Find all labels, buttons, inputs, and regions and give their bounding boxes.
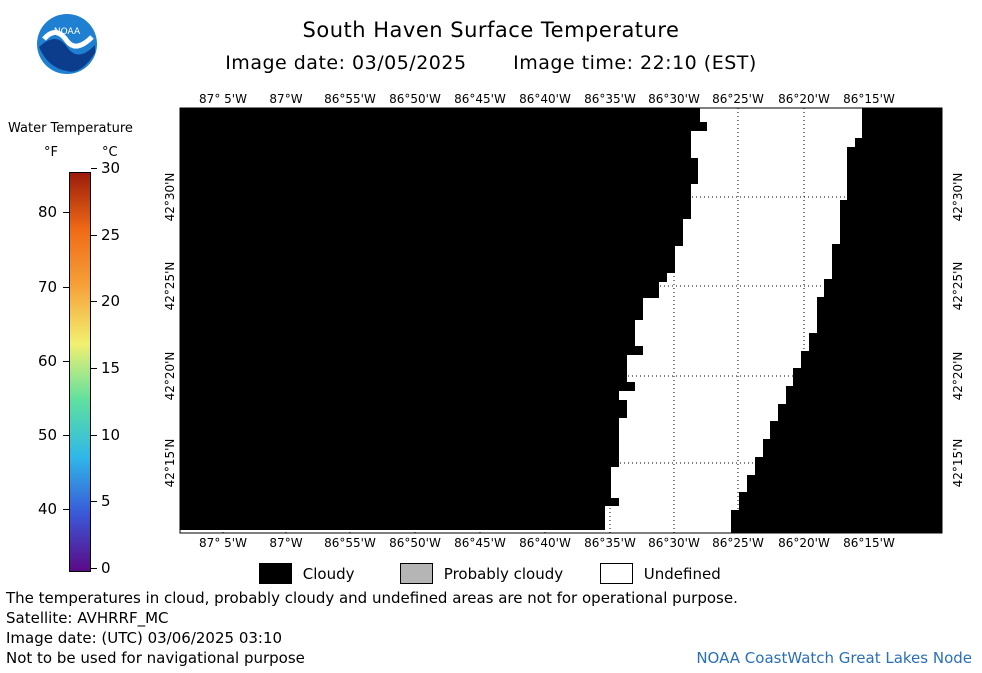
lat-label-right: 42°15'N xyxy=(951,439,965,488)
lon-label-top: 86°20'W xyxy=(778,92,830,106)
lat-label-left: 42°20'N xyxy=(163,352,177,401)
f-tick-40-mark xyxy=(63,508,69,510)
utc-date-text: Image date: (UTC) 03/06/2025 03:10 xyxy=(6,629,283,647)
f-tick-70: 70 xyxy=(38,277,58,296)
c-tick-0: 0 xyxy=(101,559,111,577)
lon-label-top: 86°45'W xyxy=(454,92,506,106)
lon-label-top: 87° 5'W xyxy=(199,92,247,106)
f-tick-40: 40 xyxy=(38,499,58,518)
c-tick-0-mark xyxy=(91,568,97,569)
temperature-map: South Haven 87° 5'W 87°W 86°55'W 86°50'W 86°… xyxy=(163,92,965,550)
c-tick-30-mark xyxy=(91,168,97,169)
legend-cloudy: Cloudy xyxy=(259,563,355,584)
lon-label-top: 86°15'W xyxy=(843,92,895,106)
legend-undefined: Undefined xyxy=(600,563,721,584)
satellite-text: Satellite: AVHRRF_MC xyxy=(6,609,169,627)
c-tick-15-mark xyxy=(91,368,97,369)
land-area xyxy=(732,108,942,533)
lon-labels-top: 87° 5'W 87°W 86°55'W 86°50'W 86°45'W 86°40'W 8… xyxy=(199,92,895,106)
lon-label-top: 86°55'W xyxy=(324,92,376,106)
unit-celsius: °C xyxy=(102,145,118,160)
lon-label-bottom: 86°15'W xyxy=(843,536,895,550)
lon-label-top: 86°40'W xyxy=(519,92,571,106)
noaa-logo-text: NOAA xyxy=(54,27,81,37)
lon-label-bottom: 86°50'W xyxy=(389,536,441,550)
image-date-label: Image date: 03/05/2025 xyxy=(225,52,467,74)
temperature-color-bar xyxy=(69,172,91,572)
lon-label-bottom: 87° 5'W xyxy=(199,536,247,550)
c-tick-20: 20 xyxy=(101,292,121,311)
navigation-warning: Not to be used for navigational purpose xyxy=(6,649,305,667)
cloud-area xyxy=(180,108,707,530)
map-frame xyxy=(179,107,943,534)
c-tick-10-mark xyxy=(91,434,97,436)
lon-label-top: 86°50'W xyxy=(389,92,441,106)
lon-label-bottom: 87°W xyxy=(269,536,302,550)
c-tick-10: 10 xyxy=(101,425,121,444)
lon-label-top: 86°35'W xyxy=(584,92,636,106)
lon-label-top: 86°30'W xyxy=(648,92,700,106)
image-datetime: Image date: 03/05/2025 Image time: 22:10… xyxy=(0,52,982,74)
lon-label-bottom: 86°45'W xyxy=(454,536,506,550)
cloudy-label: Cloudy xyxy=(302,564,355,583)
f-tick-80: 80 xyxy=(38,203,58,222)
probably-cloudy-label: Probably cloudy xyxy=(443,564,564,583)
page-title: South Haven Surface Temperature xyxy=(302,18,680,42)
c-tick-25-mark xyxy=(91,234,97,236)
c-tick-30: 30 xyxy=(101,159,121,177)
cloudy-swatch xyxy=(259,563,292,584)
c-tick-5-mark xyxy=(91,501,97,503)
lon-label-top: 86°25'W xyxy=(712,92,764,106)
shoreline xyxy=(731,108,864,533)
lon-label-bottom: 86°30'W xyxy=(648,536,700,550)
lat-label-right: 42°20'N xyxy=(951,352,965,401)
lon-label-bottom: 86°40'W xyxy=(519,536,571,550)
lat-labels-left: 42°30'N 42°25'N 42°20'N 42°15'N xyxy=(163,173,177,488)
credit-text: NOAA CoastWatch Great Lakes Node xyxy=(696,649,972,667)
scale-title: Water Temperature xyxy=(8,121,133,136)
lat-label-right: 42°30'N xyxy=(951,173,965,222)
lon-label-bottom: 86°25'W xyxy=(712,536,764,550)
f-tick-60-mark xyxy=(63,360,69,362)
lat-label-left: 42°15'N xyxy=(163,439,177,488)
lat-labels-right: 42°30'N 42°25'N 42°20'N 42°15'N xyxy=(951,173,965,488)
lat-label-left: 42°30'N xyxy=(163,173,177,222)
image-time-label: Image time: 22:10 (EST) xyxy=(513,52,757,74)
unit-fahrenheit: °F xyxy=(44,145,58,160)
f-tick-50-mark xyxy=(63,434,69,436)
city-marker xyxy=(829,293,839,303)
undefined-label: Undefined xyxy=(643,564,721,583)
probably-cloudy-swatch xyxy=(400,563,433,584)
c-tick-20-mark xyxy=(91,301,97,303)
lon-label-top: 87°W xyxy=(269,92,302,106)
lon-label-bottom: 86°35'W xyxy=(584,536,636,550)
undefined-swatch xyxy=(600,563,633,584)
city-label: South Haven xyxy=(838,304,928,320)
lon-labels-bottom: 87° 5'W 87°W 86°55'W 86°50'W 86°45'W 86°40'W 8… xyxy=(199,536,895,550)
lat-label-left: 42°25'N xyxy=(163,262,177,311)
disclaimer-text: The temperatures in cloud, probably clou… xyxy=(6,589,738,607)
lat-label-right: 42°25'N xyxy=(951,262,965,311)
lon-label-bottom: 86°55'W xyxy=(324,536,376,550)
c-tick-5: 5 xyxy=(101,492,111,511)
f-tick-60: 60 xyxy=(38,351,58,370)
f-tick-50: 50 xyxy=(38,425,58,444)
legend-probably-cloudy: Probably cloudy xyxy=(400,563,563,584)
f-tick-80-mark xyxy=(63,212,69,214)
lon-label-bottom: 86°20'W xyxy=(778,536,830,550)
c-tick-25: 25 xyxy=(101,225,121,244)
f-tick-70-mark xyxy=(63,286,69,288)
c-tick-15: 15 xyxy=(101,359,121,377)
noaa-logo: NOAA xyxy=(36,13,98,79)
